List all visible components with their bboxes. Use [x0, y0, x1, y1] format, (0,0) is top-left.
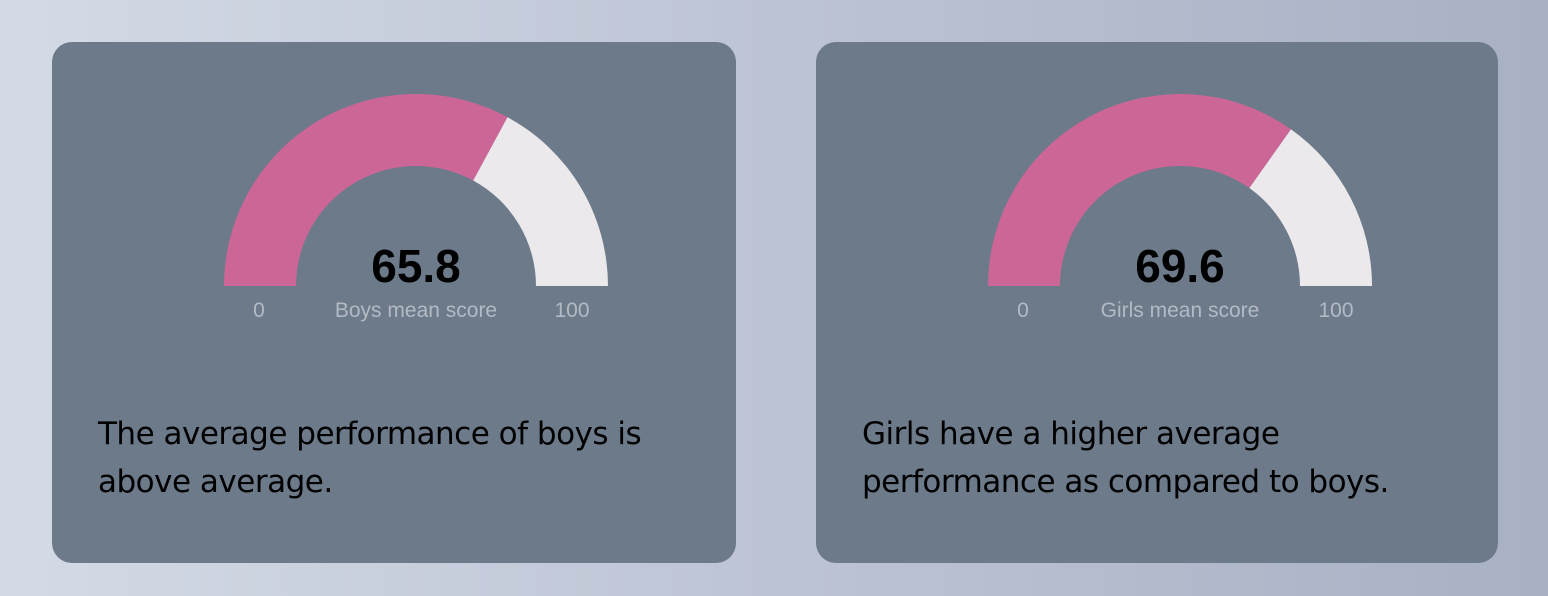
gauge-max-label: 100	[1318, 299, 1353, 322]
gauge-max-label: 100	[554, 299, 589, 322]
gauge-title: Boys mean score	[335, 299, 497, 322]
gauge-track-arc	[1249, 129, 1372, 286]
gauge-title: Girls mean score	[1101, 299, 1260, 322]
gauge-min-label: 0	[1017, 299, 1029, 322]
boys-insight-text: The average performance of boys is above…	[98, 416, 642, 500]
boys-gauge-chart: 65.8 0 Boys mean score 100	[52, 42, 736, 382]
gauge-value: 65.8	[371, 240, 461, 292]
girls-gauge-svg: 69.6 0 Girls mean score 100	[988, 94, 1372, 322]
gauge-track-arc	[473, 117, 608, 287]
gauge-min-label: 0	[253, 299, 265, 322]
gauge-value-arc	[988, 94, 1291, 286]
boys-gauge-svg: 65.8 0 Boys mean score 100	[224, 93, 608, 322]
boys-score-card: 65.8 0 Boys mean score 100 The average p…	[52, 42, 736, 563]
gauge-value: 69.6	[1135, 240, 1225, 292]
gauge-value-arc	[224, 93, 508, 286]
girls-insight-text: Girls have a higher average performance …	[862, 416, 1389, 500]
girls-score-card: 69.6 0 Girls mean score 100 Girls have a…	[816, 42, 1498, 563]
girls-gauge-chart: 69.6 0 Girls mean score 100	[816, 42, 1498, 382]
